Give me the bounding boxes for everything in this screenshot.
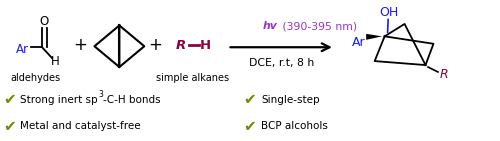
Text: ✔: ✔ — [244, 119, 256, 134]
Text: R: R — [176, 39, 186, 52]
Text: 3: 3 — [98, 90, 103, 99]
Text: H: H — [50, 55, 59, 68]
Text: -C-H bonds: -C-H bonds — [103, 95, 160, 105]
Text: aldehydes: aldehydes — [10, 73, 60, 83]
Text: H: H — [200, 39, 210, 52]
Text: (390-395 nm): (390-395 nm) — [278, 21, 357, 31]
Text: Ar: Ar — [16, 43, 29, 56]
Text: simple alkanes: simple alkanes — [156, 73, 229, 83]
Text: Single-step: Single-step — [261, 95, 320, 105]
Text: ✔: ✔ — [244, 92, 256, 107]
Text: hv: hv — [263, 21, 278, 31]
Polygon shape — [366, 34, 382, 40]
Text: +: + — [74, 36, 88, 54]
Text: Ar: Ar — [352, 36, 366, 49]
Text: Metal and catalyst-free: Metal and catalyst-free — [20, 121, 140, 131]
Text: BCP alcohols: BCP alcohols — [261, 121, 328, 131]
Text: R: R — [440, 69, 449, 81]
Text: +: + — [148, 36, 162, 54]
Text: Strong inert sp: Strong inert sp — [20, 95, 98, 105]
Text: ✔: ✔ — [4, 92, 16, 107]
Text: O: O — [40, 15, 49, 28]
Text: ✔: ✔ — [4, 119, 16, 134]
Text: DCE, r.t, 8 h: DCE, r.t, 8 h — [248, 58, 314, 68]
Text: OH: OH — [379, 6, 398, 19]
